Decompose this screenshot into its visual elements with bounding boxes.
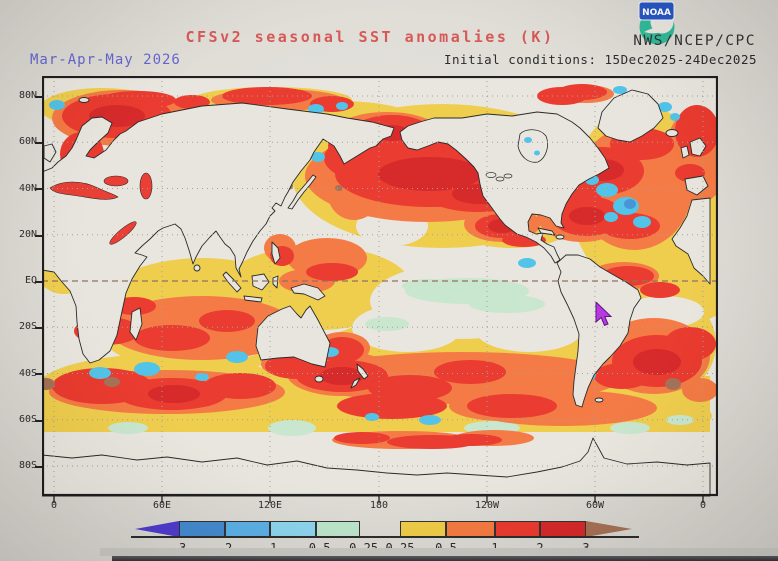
lat-label-40n: 40N [18,183,37,194]
colorbar-baseline [131,536,639,538]
colorbar-seg--3--2 [179,521,225,537]
anomaly-mint-layer [108,278,694,436]
anomaly-cyan-layer [49,86,680,425]
land-layer [41,89,711,497]
lon-label-60w: 60W [585,500,605,511]
colorbar-right-arrow [586,521,632,537]
colorbar-seg-025-05 [400,521,446,537]
lat-label-60n: 60N [18,136,37,147]
inland-seas-layer [49,129,548,245]
map-frame [41,75,719,497]
lat-tick [35,373,42,375]
lat-tick [35,235,42,237]
colorbar-left-arrow [135,521,179,537]
colorbar-seg--05--025 [316,521,360,537]
lat-tick [35,281,42,283]
colorbar-seg--2--1 [225,521,270,537]
lon-label-0e: 0 [699,500,707,511]
lat-label-20s: 20S [18,321,37,332]
agency-label: NWS/NCEP/CPC [633,33,756,49]
lat-label-40s: 40S [18,368,37,379]
colorbar-seg--1--05 [270,521,316,537]
lon-label-180: 180 [369,500,389,511]
forecast-period-label: Mar-Apr-May 2026 [30,52,181,68]
lat-tick [35,96,42,98]
graticule [42,76,718,496]
colorbar-seg-2-3 [540,521,586,537]
mouse-cursor-icon [595,300,617,329]
colorbar-seg-05-1 [446,521,495,537]
initial-conditions-label: Initial conditions: 15Dec2025-24Dec2025 [444,52,757,67]
lat-label-60s: 60S [18,414,37,425]
lat-label-80s: 80S [18,460,37,471]
lat-tick [35,142,42,144]
screen-bottom-shade [100,548,778,556]
lat-label-eq: EQ [24,275,37,286]
page-title: CFSv2 seasonal SST anomalies (K) [185,28,555,46]
noaa-logo-text: NOAA [642,8,671,18]
lat-tick [35,466,42,468]
lat-tick [35,327,42,329]
lon-ticks [53,496,704,503]
lat-label-20n: 20N [18,229,37,240]
lat-label-80n: 80N [18,90,37,101]
lon-label-120e: 120E [257,500,283,511]
sst-anomaly-map [34,75,747,504]
lat-tick [35,420,42,422]
lon-label-60e: 60E [152,500,172,511]
colorbar-seg-1-2 [495,521,540,537]
lon-label-0w: 0 [50,500,58,511]
screen-bottom-bar [112,556,778,561]
anomaly-brown-layer [37,182,681,390]
lon-label-120w: 120W [474,500,500,511]
lat-tick [35,188,42,190]
noaa-logo-icon: NOAA [634,1,680,46]
